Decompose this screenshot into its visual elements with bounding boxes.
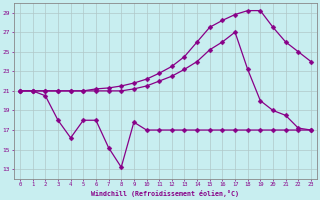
X-axis label: Windchill (Refroidissement éolien,°C): Windchill (Refroidissement éolien,°C) [92, 190, 239, 197]
